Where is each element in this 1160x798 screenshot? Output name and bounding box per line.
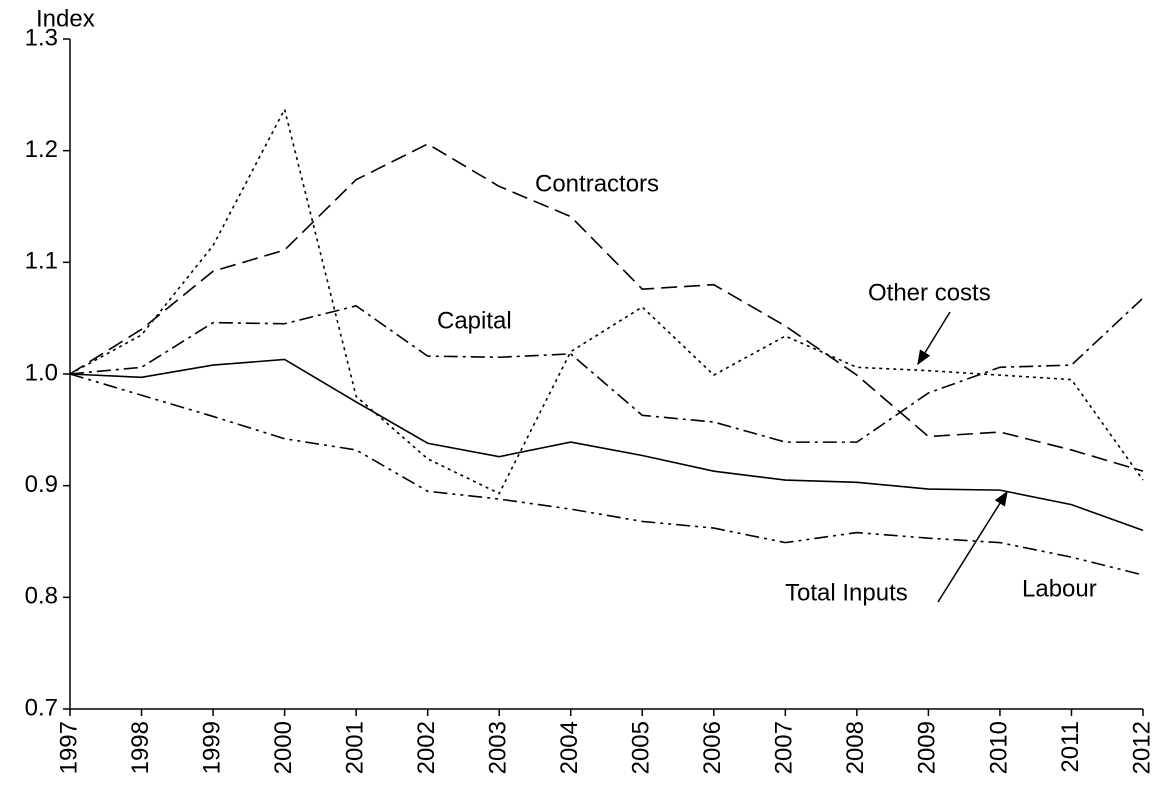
- series-line: [69, 143, 1144, 472]
- series-line: [69, 107, 1144, 495]
- y-tick-label: 1.3: [25, 24, 58, 51]
- series-line: [69, 373, 1144, 576]
- x-tick-label: 2001: [341, 721, 368, 774]
- x-tick-label: 2002: [413, 721, 440, 774]
- y-axis-title: Index: [36, 5, 95, 32]
- y-tick-label: 0.8: [25, 583, 58, 610]
- y-tick-label: 0.7: [25, 694, 58, 721]
- x-tick-label: 1998: [127, 721, 154, 774]
- y-tick-label: 0.9: [25, 471, 58, 498]
- x-tick-label: 2006: [699, 721, 726, 774]
- x-tick-label: 2000: [270, 721, 297, 774]
- series-label: Total Inputs: [785, 579, 908, 606]
- series-line: [69, 297, 1144, 443]
- x-tick-label: 1999: [198, 721, 225, 774]
- series-label: Contractors: [535, 170, 659, 197]
- y-tick-label: 1.2: [25, 136, 58, 163]
- x-tick-label: 2011: [1057, 721, 1084, 773]
- x-tick-label: 2009: [914, 721, 941, 774]
- y-tick-label: 1.0: [25, 359, 58, 386]
- series-label: Capital: [437, 307, 512, 334]
- x-tick-label: 2004: [556, 721, 583, 774]
- x-tick-label: 2008: [842, 721, 869, 774]
- x-tick-label: 2007: [771, 721, 798, 774]
- x-tick-label: 2012: [1128, 721, 1155, 774]
- series-label: Other costs: [868, 279, 991, 306]
- x-tick-label: 1997: [55, 721, 82, 774]
- annotation-arrow: [937, 490, 1008, 603]
- series-label: Labour: [1022, 575, 1097, 602]
- annotation-arrow: [917, 311, 951, 366]
- x-tick-label: 2010: [985, 721, 1012, 774]
- x-tick-label: 2003: [485, 721, 512, 774]
- y-tick-label: 1.1: [25, 248, 58, 275]
- x-tick-label: 2005: [628, 721, 655, 774]
- series-line: [69, 358, 1144, 532]
